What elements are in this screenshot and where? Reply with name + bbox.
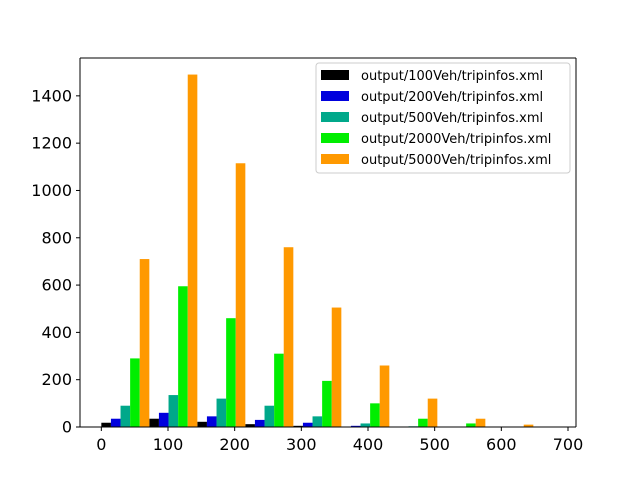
legend-swatch-4 (321, 133, 349, 143)
y-tick-label-4: 600 (41, 276, 72, 295)
bar-3-6 (360, 423, 371, 427)
legend-swatch-2 (321, 91, 349, 101)
axes-layer: 0 100 200 300 400 500 600 700 0 200 400 600 800 1000 1… (31, 57, 584, 454)
legend-label-2: output/200Veh/tripinfos.xml (361, 90, 543, 105)
y-tick-label-5: 800 (41, 228, 72, 247)
bar-3-2 (168, 395, 179, 427)
bar-3-4 (264, 405, 275, 427)
x-tick-label-1: 0 (96, 435, 106, 454)
bar-1-1 (101, 422, 111, 427)
x-tick-label-8: 700 (553, 435, 584, 454)
bar-5-3 (235, 163, 246, 427)
bar-4-6 (370, 403, 380, 427)
y-tick-label-3: 400 (41, 323, 72, 342)
bar-4-3 (226, 318, 236, 427)
bar-5-6 (379, 365, 390, 427)
legend-label-4: output/2000Veh/tripinfos.xml (361, 132, 551, 147)
bar-4-8 (466, 423, 476, 427)
bar-4-7 (418, 418, 428, 427)
legend-swatch-3 (321, 112, 349, 122)
x-tick-label-3: 200 (219, 435, 250, 454)
bar-1-5 (293, 425, 303, 427)
legend-swatch-1 (321, 70, 349, 80)
bar-3-3 (216, 398, 227, 427)
bar-5-1 (139, 259, 150, 427)
x-tick-label-4: 300 (286, 435, 317, 454)
bar-5-9 (523, 424, 534, 427)
bar-4-5 (322, 380, 332, 427)
bar-2-5 (302, 422, 313, 427)
y-tick-label-7: 1200 (31, 134, 72, 153)
x-tick-label-5: 400 (353, 435, 384, 454)
bar-5-2 (187, 74, 198, 428)
bar-4-2 (178, 286, 188, 427)
bar-2-1 (110, 418, 121, 427)
bar-5-5 (331, 307, 342, 427)
bar-2-6 (350, 425, 361, 427)
legend-label-1: output/100Veh/tripinfos.xml (361, 69, 543, 84)
bar-1-4 (245, 424, 255, 427)
x-tick-label-2: 100 (153, 435, 184, 454)
y-tick-label-2: 200 (41, 370, 72, 389)
bar-2-2 (158, 412, 169, 427)
bar-5-7 (427, 398, 438, 427)
legend: output/100Veh/tripinfos.xml output/200Veh… (315, 62, 571, 174)
bar-5-8 (475, 418, 486, 427)
legend-swatch-5 (321, 154, 349, 164)
bar-1-3 (197, 421, 207, 427)
bars-layer (101, 74, 534, 428)
bar-4-1 (130, 358, 140, 427)
bar-4-4 (274, 353, 284, 427)
bar-5-4 (283, 247, 294, 427)
legend-frame (315, 62, 571, 174)
bar-2-3 (206, 416, 217, 427)
bar-3-1 (120, 405, 131, 427)
bar-1-2 (149, 418, 159, 427)
x-tick-label-6: 500 (419, 435, 450, 454)
bar-2-4 (254, 419, 265, 427)
legend-label-5: output/5000Veh/tripinfos.xml (361, 153, 551, 168)
x-tick-label-7: 600 (486, 435, 517, 454)
y-tick-label-6: 1000 (31, 181, 72, 200)
y-tick-label-8: 1400 (31, 86, 72, 105)
bar-3-5 (312, 416, 323, 427)
y-tick-label-1: 0 (62, 418, 72, 437)
legend-label-3: output/500Veh/tripinfos.xml (361, 111, 543, 126)
